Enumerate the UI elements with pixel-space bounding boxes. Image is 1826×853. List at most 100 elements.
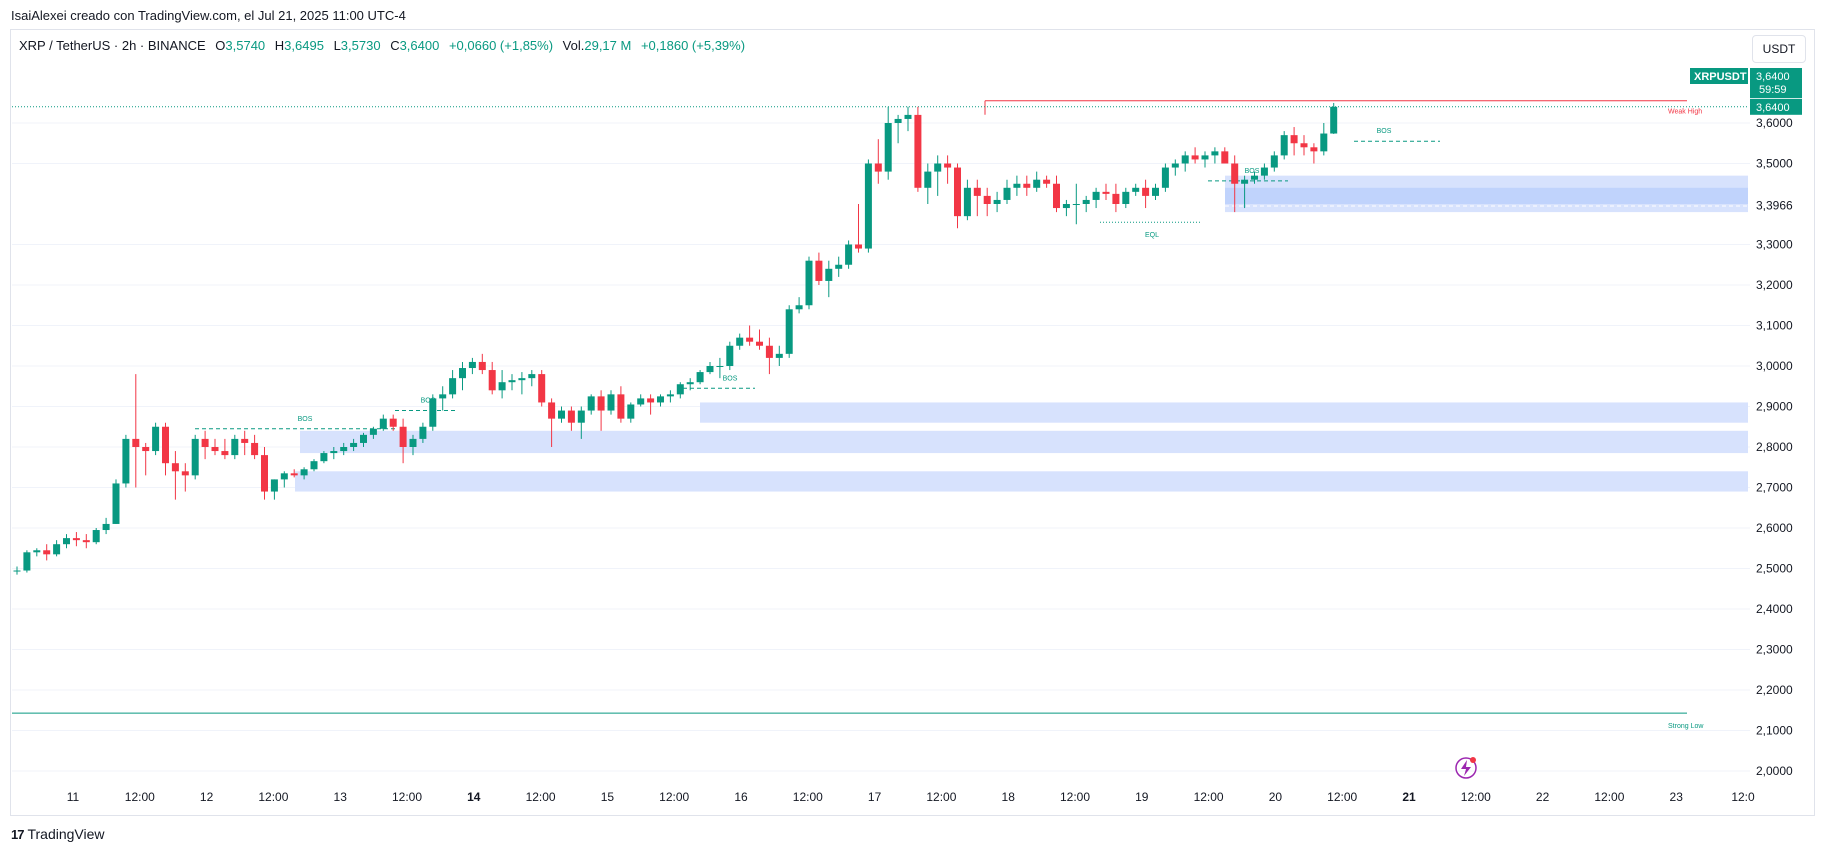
candle-body (498, 382, 506, 391)
candle-body (92, 530, 100, 543)
candle-body (13, 570, 21, 572)
reference-price-label: 3,3966 (1756, 198, 1793, 212)
low-label: L (333, 38, 341, 53)
candle-body (478, 361, 486, 371)
candle-body (459, 368, 466, 379)
high-label: H (274, 38, 285, 53)
y-tick-label: 2,6000 (1756, 521, 1793, 535)
y-tick-label: 3,5000 (1756, 157, 1793, 171)
candle-body (330, 451, 338, 454)
candle-body (72, 538, 80, 541)
candle-body (1260, 167, 1268, 176)
y-tick-label: 2,8000 (1756, 440, 1793, 454)
candle-body (1142, 187, 1150, 196)
x-tick-label: 12:0 (1731, 790, 1755, 804)
currency-button[interactable]: USDT (1752, 35, 1806, 63)
candle-body (1221, 151, 1229, 164)
countdown-label: 59:59 (1759, 84, 1787, 96)
candle-body (1043, 179, 1051, 184)
candle-body (637, 398, 645, 405)
candle-body (548, 402, 556, 419)
x-tick-label: 17 (868, 790, 882, 804)
candle-body (1161, 167, 1169, 188)
x-tick-label: 12:00 (1327, 790, 1357, 804)
candle-body (340, 447, 348, 452)
candle-body (934, 163, 942, 172)
candle-body (1152, 187, 1159, 196)
candle-body (122, 438, 130, 484)
candle-body (33, 550, 41, 553)
candle-body (647, 398, 655, 403)
candle-body (874, 163, 882, 172)
candle-body (617, 394, 625, 419)
candle-body (785, 309, 793, 354)
candle-body (251, 442, 259, 456)
candle-body (558, 410, 565, 419)
y-tick-label: 2,1000 (1756, 724, 1793, 738)
candle-body (1102, 191, 1110, 194)
candle-body (488, 370, 496, 391)
candle-body (1290, 135, 1298, 144)
close-label: C (390, 38, 400, 53)
candle-body (1241, 179, 1249, 184)
candle-body (162, 426, 169, 464)
volume-change: +0,1860 (+5,39%) (640, 38, 746, 53)
chart-attribution: IsaiAlexei creado con TradingView.com, e… (11, 8, 406, 23)
candle-body (904, 114, 912, 119)
candle-body (973, 187, 981, 196)
candle-body (1300, 143, 1308, 148)
candle-body (864, 163, 872, 249)
eql-label: EQL (1145, 232, 1159, 239)
candle-body (855, 244, 862, 249)
candle-body (686, 382, 694, 385)
weak-high-label: Weak High (1668, 109, 1702, 116)
candle-body (1330, 106, 1338, 134)
brand-name: TradingView (27, 826, 105, 842)
candle-body (795, 305, 803, 310)
candle-body (1023, 183, 1031, 188)
candle-body (1320, 133, 1328, 152)
candle-body (221, 451, 229, 456)
candle-body (53, 544, 61, 555)
tradingview-brand[interactable]: 17 TradingView (11, 826, 105, 842)
y-tick-label: 2,2000 (1756, 683, 1793, 697)
symbol-title[interactable]: XRP / TetherUS · 2h · BINANCE (19, 38, 206, 53)
candle-body (409, 438, 417, 447)
candle-body (805, 260, 813, 306)
candle-body (1181, 155, 1189, 164)
candle-body (112, 483, 120, 524)
candle-body (300, 469, 308, 476)
candle-body (914, 114, 922, 188)
candle-body (924, 171, 932, 188)
x-tick-label: 12:00 (659, 790, 689, 804)
x-tick-label: 22 (1536, 790, 1550, 804)
candle-body (1211, 151, 1219, 156)
candle-body (1122, 191, 1130, 204)
x-tick-label: 20 (1269, 790, 1283, 804)
y-tick-label: 3,1000 (1756, 319, 1793, 333)
candle-body (518, 378, 526, 381)
candle-body (963, 187, 971, 217)
x-tick-label: 23 (1670, 790, 1684, 804)
x-tick-label: 12:00 (1594, 790, 1624, 804)
y-tick-label: 2,7000 (1756, 481, 1793, 495)
high-value: 3,6495 (284, 38, 324, 53)
candle-body (894, 118, 902, 123)
candle-body (1072, 204, 1080, 205)
candle-body (577, 410, 585, 423)
candle-body (538, 374, 546, 403)
bos-label: BOS (1377, 128, 1392, 135)
candle-body (1112, 193, 1120, 204)
candle-body (726, 345, 734, 366)
candle-body (399, 426, 407, 447)
candle-body (666, 394, 674, 397)
candle-body (429, 398, 437, 427)
close-value: 3,6400 (399, 38, 440, 53)
last-price-tag-bg (1750, 68, 1802, 98)
candle-body (597, 396, 605, 411)
candle-body (350, 442, 358, 447)
x-tick-label: 16 (734, 790, 748, 804)
candle-body (63, 538, 70, 545)
candle-body (1013, 183, 1021, 188)
